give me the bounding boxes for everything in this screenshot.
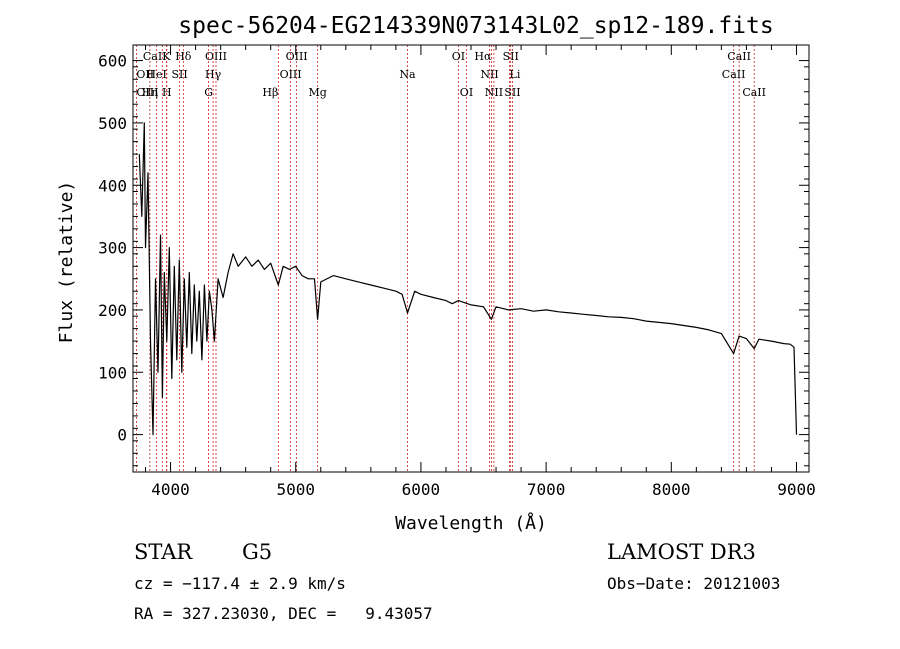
- x-tick-label: 5000: [276, 480, 315, 499]
- x-axis-label: Wavelength (Å): [395, 512, 547, 534]
- spectrum-line: [138, 122, 798, 436]
- line-marker-label: Hη: [142, 86, 158, 99]
- y-tick-label: 400: [98, 176, 127, 195]
- y-tick-label: 300: [98, 239, 127, 258]
- redshift-velocity: cz = −117.4 ± 2.9 km/s: [134, 574, 346, 593]
- line-marker-label: H: [162, 86, 172, 99]
- y-axis-label: Flux (relative): [56, 181, 77, 344]
- line-marker-label: CaII: [727, 50, 751, 63]
- line-marker-label: OI: [460, 86, 473, 99]
- x-tick-label: 8000: [652, 480, 691, 499]
- survey-name: LAMOST DR3: [607, 540, 756, 564]
- line-marker-label: OIII: [286, 50, 308, 63]
- line-marker-label: OIII: [136, 86, 158, 99]
- x-axis: 4000 5000 6000 7000 8000 9000: [145, 45, 816, 499]
- line-marker-label: Li: [510, 68, 521, 81]
- line-marker-label: HeI: [146, 68, 166, 81]
- line-marker-label: Na: [399, 68, 416, 81]
- sky-coordinates: RA = 327.23030, DEC = 9.43057: [134, 604, 433, 623]
- line-marker-label: OII: [136, 68, 154, 81]
- line-marker-label: Hδ: [175, 50, 192, 63]
- x-tick-label: 4000: [151, 480, 190, 499]
- line-marker-label: SII: [504, 86, 520, 99]
- line-marker-label: OIII: [205, 50, 227, 63]
- x-tick-label: 9000: [777, 480, 816, 499]
- line-marker-label: G: [204, 86, 213, 99]
- spectral-subclass: G5: [242, 540, 273, 564]
- line-marker-label: OIII: [280, 68, 302, 81]
- object-class: STAR: [134, 540, 193, 564]
- y-tick-label: 600: [98, 52, 127, 71]
- y-tick-label: 200: [98, 301, 127, 320]
- line-marker-label: K: [162, 50, 171, 63]
- y-axis: 0 100 200 300 400 500 600: [98, 52, 809, 467]
- chart-title: spec-56204-EG214339N073143L02_sp12-189.f…: [178, 13, 773, 39]
- line-marker-label: NII: [480, 68, 498, 81]
- line-marker-label: NII: [485, 86, 503, 99]
- line-marker-label: Hγ: [205, 68, 222, 81]
- line-marker-label: CaII: [722, 68, 746, 81]
- line-marker-label: Hβ: [262, 86, 278, 99]
- line-marker-label: OI: [452, 50, 465, 63]
- line-markers: [135, 45, 755, 472]
- line-marker-label: SII: [171, 68, 187, 81]
- y-tick-label: 500: [98, 114, 127, 133]
- line-marker-label: Hα: [474, 50, 492, 63]
- x-tick-label: 7000: [527, 480, 566, 499]
- line-marker-label: CaII: [742, 86, 766, 99]
- observation-date: Obs−Date: 20121003: [607, 574, 781, 593]
- line-marker-label: SII: [503, 50, 519, 63]
- x-tick-label: 6000: [402, 480, 441, 499]
- line-marker-label: Mg: [308, 86, 326, 99]
- line-marker-label: CaII: [143, 50, 167, 63]
- y-tick-label: 0: [117, 426, 127, 445]
- y-tick-label: 100: [98, 363, 127, 382]
